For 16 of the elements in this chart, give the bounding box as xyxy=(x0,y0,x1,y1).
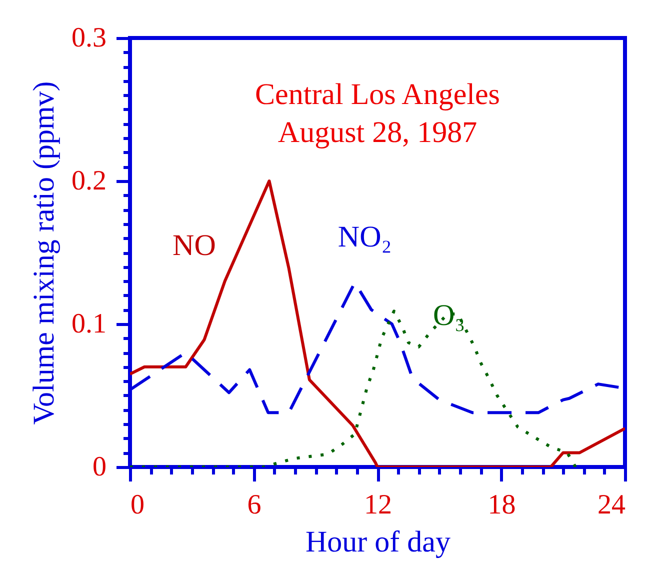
y-axis-title: Volume mixing ratio (ppmv) xyxy=(28,81,60,425)
y-tick-label: 0.2 xyxy=(72,166,106,196)
annotation: Central Los Angeles xyxy=(255,78,500,111)
annotation: August 28, 1987 xyxy=(278,116,478,149)
x-tick-label: 18 xyxy=(488,490,516,520)
x-tick-label: 24 xyxy=(598,490,626,520)
series-label: NO₂ xyxy=(338,220,392,254)
y-tick-label: 0.3 xyxy=(72,22,106,54)
y-tick-label: 0.1 xyxy=(72,308,106,340)
y-tick-label: 0 xyxy=(92,452,106,482)
line-series xyxy=(130,180,625,467)
x-tick-label: 0 xyxy=(130,490,144,520)
x-axis-title: Hour of day xyxy=(306,526,450,558)
series-label: NO xyxy=(172,229,216,262)
x-tick-label: 6 xyxy=(247,490,262,520)
x-tick-label: 12 xyxy=(364,490,392,520)
